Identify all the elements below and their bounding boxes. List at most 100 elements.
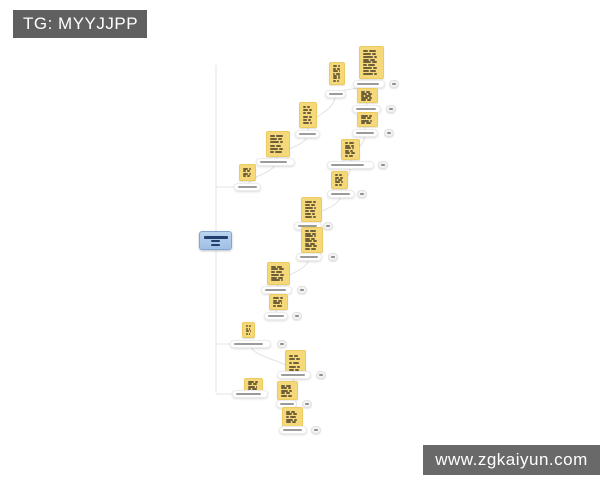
count-badge: [386, 105, 396, 113]
topic-text: [281, 374, 305, 376]
note-text-line: [363, 73, 380, 76]
sticky-note[interactable]: [329, 62, 345, 85]
note-text-line: [335, 178, 344, 181]
note-text-line: [361, 91, 374, 93]
note-text-line: [333, 74, 341, 77]
note-text-line: [303, 121, 313, 124]
topic-pill[interactable]: [295, 130, 320, 138]
note-text-line: [281, 387, 294, 389]
topic-pill[interactable]: [279, 426, 307, 434]
topic-text: [356, 132, 374, 134]
topic-pill[interactable]: [264, 312, 288, 320]
note-text-line: [248, 387, 259, 390]
note-text-line: [270, 138, 286, 141]
note-text-line: [361, 117, 374, 120]
sticky-note[interactable]: [299, 102, 317, 128]
note-text-line: [335, 183, 344, 186]
sticky-note[interactable]: [357, 112, 378, 127]
note-text-line: [345, 152, 356, 155]
watermark-telegram: TG: MYYJJPP: [13, 10, 147, 38]
topic-pill[interactable]: [352, 129, 378, 137]
note-text-line: [270, 141, 286, 144]
note-text-line: [273, 304, 284, 307]
note-text-line: [363, 58, 380, 61]
note-text-line: [333, 72, 341, 75]
sticky-note[interactable]: [239, 164, 256, 181]
topic-text: [300, 256, 318, 258]
topic-pill[interactable]: [325, 90, 346, 98]
topic-pill[interactable]: [261, 286, 292, 294]
note-text-line: [271, 279, 286, 282]
note-text-line: [333, 79, 341, 82]
sticky-note[interactable]: [359, 46, 384, 79]
note-text-line: [305, 230, 319, 233]
note-text-line: [246, 330, 251, 333]
sticky-note[interactable]: [282, 407, 303, 427]
note-text-line: [363, 49, 380, 52]
note-text-line: [333, 70, 341, 73]
note-text-line: [246, 327, 251, 330]
note-text-line: [273, 299, 284, 302]
note-text-line: [248, 383, 259, 386]
note-text-line: [289, 365, 302, 368]
badge-mark: [319, 374, 323, 376]
topic-text: [329, 93, 344, 95]
sticky-note[interactable]: [331, 171, 348, 189]
count-badge: [311, 426, 321, 434]
sticky-note[interactable]: [277, 381, 298, 400]
sticky-note[interactable]: [269, 294, 288, 310]
topic-text: [268, 315, 285, 317]
badge-mark: [381, 164, 385, 166]
note-text-line: [305, 232, 319, 235]
root-topic[interactable]: [199, 231, 232, 250]
count-badge: [292, 312, 302, 320]
note-text-line: [345, 142, 356, 145]
note-text-line: [305, 247, 319, 250]
sticky-note[interactable]: [242, 322, 255, 338]
topic-pill[interactable]: [277, 371, 311, 379]
badge-mark: [326, 225, 330, 227]
note-text-line: [303, 115, 313, 118]
sticky-note[interactable]: [267, 262, 290, 285]
topic-pill[interactable]: [327, 161, 374, 169]
note-text-line: [361, 95, 374, 97]
topic-pill[interactable]: [296, 253, 322, 261]
note-text-line: [271, 276, 286, 279]
note-text-line: [361, 97, 374, 99]
sticky-note[interactable]: [341, 139, 360, 160]
topic-pill[interactable]: [230, 340, 271, 348]
sticky-note[interactable]: [301, 227, 323, 253]
count-badge: [297, 286, 307, 294]
root-text-line: [211, 243, 220, 246]
topic-text: [331, 193, 351, 195]
topic-pill[interactable]: [232, 390, 268, 398]
badge-mark: [389, 108, 393, 110]
topic-pill[interactable]: [327, 190, 355, 198]
note-text-line: [248, 381, 259, 384]
note-text-line: [333, 77, 341, 80]
note-text-line: [335, 176, 344, 179]
note-text-line: [281, 392, 294, 394]
topic-pill[interactable]: [256, 158, 295, 166]
badge-mark: [360, 193, 364, 195]
note-text-line: [363, 55, 380, 58]
topic-text: [280, 403, 295, 405]
badge-mark: [300, 289, 304, 291]
count-badge: [357, 190, 367, 198]
note-text-line: [243, 175, 252, 178]
sticky-note[interactable]: [266, 131, 290, 157]
note-text-line: [289, 369, 302, 372]
sticky-note[interactable]: [357, 88, 378, 103]
note-text-line: [286, 413, 299, 416]
note-text-line: [286, 421, 299, 424]
note-text-line: [361, 99, 374, 101]
topic-pill[interactable]: [234, 183, 261, 191]
note-text-line: [345, 144, 356, 147]
topic-pill[interactable]: [353, 80, 385, 88]
sticky-note[interactable]: [301, 197, 322, 222]
note-text-line: [248, 385, 259, 388]
topic-text: [283, 429, 303, 431]
sticky-note[interactable]: [285, 350, 306, 376]
note-text-line: [363, 64, 380, 67]
